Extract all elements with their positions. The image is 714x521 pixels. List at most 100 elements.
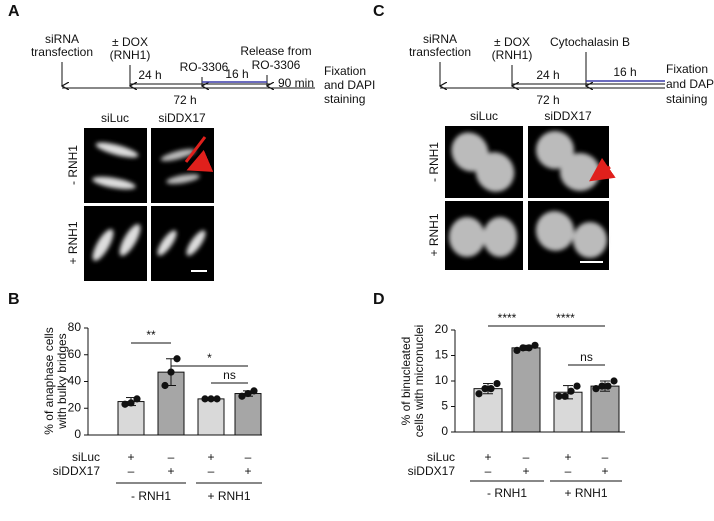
panel-label: B <box>8 291 20 308</box>
significance-label: **** <box>556 311 575 325</box>
data-point <box>207 395 215 403</box>
significance-label: **** <box>498 311 517 325</box>
y-tick-label: 15 <box>435 348 449 362</box>
condition-mark: + <box>564 450 571 464</box>
duration-label: 72 h <box>536 93 559 107</box>
duration-label: 16 h <box>613 65 636 79</box>
panel-label: D <box>373 291 385 308</box>
column-label: siDDX17 <box>158 111 206 125</box>
significance-label: ns <box>580 350 593 364</box>
data-point <box>567 387 575 395</box>
duration-label: 24 h <box>138 68 161 82</box>
group-label: - RNH1 <box>487 486 527 500</box>
data-point <box>250 387 258 395</box>
condition-mark: + <box>484 450 491 464</box>
end-label: Fixation <box>324 64 366 78</box>
end-label: Fixation <box>666 62 708 76</box>
step-label: (RNH1) <box>492 48 533 62</box>
duration-label: 24 h <box>536 68 559 82</box>
condition-mark: – <box>602 450 609 464</box>
y-tick-label: 0 <box>74 427 81 441</box>
condition-mark: – <box>128 464 135 478</box>
condition-mark: – <box>565 464 572 478</box>
data-point <box>167 368 175 376</box>
significance-label: ns <box>223 368 236 382</box>
data-point <box>213 395 221 403</box>
end-label: staining <box>666 92 707 106</box>
step-label: ± DOX <box>494 35 530 49</box>
bar <box>511 347 541 433</box>
data-point <box>592 385 600 393</box>
condition-name: siDDX17 <box>53 464 101 478</box>
condition-name: siLuc <box>72 450 100 464</box>
y-axis-title: cells with micronuclei <box>412 325 426 438</box>
condition-name: siLuc <box>427 450 455 464</box>
step-label: Cytochalasin B <box>550 35 630 49</box>
data-point <box>173 355 181 363</box>
end-label: and DAPI <box>666 77 714 91</box>
y-tick-label: 5 <box>441 399 448 413</box>
group-label: - RNH1 <box>131 489 171 503</box>
step-label: transfection <box>31 45 93 59</box>
data-point <box>238 392 246 400</box>
bar <box>117 401 145 436</box>
step-label: siRNA <box>45 32 79 46</box>
y-tick-label: 40 <box>68 374 82 388</box>
panel-label: C <box>373 3 385 20</box>
data-point <box>121 400 129 408</box>
step-label: RO-3306 <box>252 58 301 72</box>
data-point <box>513 346 521 354</box>
data-point <box>161 381 169 390</box>
bar <box>234 393 262 436</box>
condition-mark: + <box>522 464 529 478</box>
data-point <box>573 382 581 390</box>
micrographs-a <box>84 128 214 281</box>
data-point <box>493 379 501 388</box>
column-label: siLuc <box>101 111 129 125</box>
condition-mark: – <box>208 464 215 478</box>
condition-mark: + <box>127 450 134 464</box>
y-axis-title: % of binucleated <box>399 337 413 426</box>
condition-mark: – <box>245 450 252 464</box>
data-point <box>481 385 489 393</box>
panel-label: A <box>8 3 20 20</box>
condition-mark: + <box>207 450 214 464</box>
step-label: (RNH1) <box>110 48 151 62</box>
step-label: Release from <box>240 44 311 58</box>
data-point <box>244 389 252 398</box>
y-tick-label: 80 <box>68 320 82 334</box>
duration-label: 72 h <box>173 93 196 107</box>
data-point <box>561 392 569 400</box>
row-label: + RNH1 <box>427 213 441 256</box>
y-tick-label: 60 <box>68 347 82 361</box>
condition-mark: – <box>485 464 492 478</box>
data-point <box>475 390 483 398</box>
data-point <box>610 377 618 385</box>
step-label: siRNA <box>423 32 457 46</box>
y-tick-label: 20 <box>435 322 449 336</box>
data-point <box>487 385 495 393</box>
row-label: - RNH1 <box>427 142 441 182</box>
y-tick-label: 20 <box>68 400 82 414</box>
data-point <box>598 382 606 390</box>
duration-label: 16 h <box>225 67 248 81</box>
step-label: transfection <box>409 45 471 59</box>
bar <box>197 398 225 436</box>
data-point <box>604 382 612 390</box>
row-label: + RNH1 <box>66 221 80 264</box>
step-label: RO-3306 <box>180 60 229 74</box>
significance-label: * <box>207 351 212 365</box>
group-label: + RNH1 <box>564 486 607 500</box>
condition-mark: + <box>601 464 608 478</box>
y-tick-label: 10 <box>435 373 449 387</box>
y-axis-title: with bulky bridges <box>55 333 69 429</box>
column-label: siDDX17 <box>544 109 592 123</box>
condition-mark: – <box>523 450 530 464</box>
data-point <box>525 344 533 352</box>
condition-mark: – <box>168 450 175 464</box>
condition-mark: + <box>244 464 251 478</box>
data-point <box>133 395 141 403</box>
data-point <box>127 399 135 407</box>
y-axis-title: % of anaphase cells <box>42 327 56 434</box>
